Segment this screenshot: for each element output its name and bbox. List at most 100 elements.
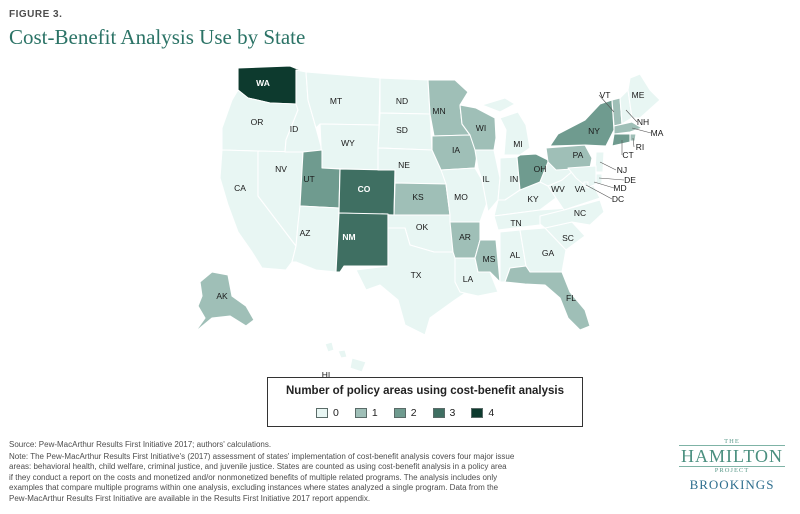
state-label-ok: OK [416, 222, 429, 232]
leader-dc [585, 184, 613, 200]
state-label-de: DE [624, 175, 636, 185]
state-label-nd: ND [396, 96, 408, 106]
logo-brookings: BROOKINGS [689, 477, 775, 492]
us-state-map: WA OR CA NV ID MT WY UT AZ CO NM ND SD NE KS OK TX MN IA MO… [194, 65, 664, 380]
legend-label-2: 2 [410, 407, 417, 419]
state-label-ms: MS [483, 254, 496, 264]
state-mt [305, 71, 381, 129]
state-ma [613, 121, 643, 135]
state-ny [549, 99, 615, 147]
state-label-az: AZ [300, 228, 311, 238]
legend-item-0: 0 [316, 407, 339, 419]
state-label-co: CO [358, 184, 371, 194]
state-il [474, 149, 501, 213]
state-az [291, 205, 340, 273]
state-label-tn: TN [510, 218, 521, 228]
note-text: Note: The Pew-MacArthur Results First In… [9, 452, 629, 504]
state-label-dc: DC [612, 194, 624, 204]
state-label-ky: KY [527, 194, 539, 204]
state-tx [355, 227, 471, 336]
state-label-nv: NV [275, 164, 287, 174]
state-label-ri: RI [636, 142, 645, 152]
state-label-ne: NE [398, 160, 410, 170]
state-label-wv: WV [551, 184, 565, 194]
state-label-ak: AK [216, 291, 228, 301]
state-nm [335, 212, 389, 273]
note-line-2: areas: behavioral health, child welfare,… [9, 462, 507, 472]
leader-de [598, 177, 625, 181]
state-nc [539, 199, 605, 229]
state-label-mi: MI [513, 139, 522, 149]
state-label-wa: WA [256, 78, 270, 88]
state-label-nc: NC [574, 208, 586, 218]
state-label-al: AL [510, 250, 521, 260]
leader-ma [631, 127, 652, 134]
legend-label-3: 3 [449, 407, 456, 419]
state-label-pa: PA [573, 150, 584, 160]
state-label-oh: OH [534, 164, 547, 174]
state-label-tx: TX [411, 270, 422, 280]
legend-label-4: 4 [488, 407, 495, 419]
state-label-fl: FL [566, 293, 576, 303]
state-label-ca: CA [234, 183, 246, 193]
state-label-nj: NJ [617, 165, 627, 175]
state-label-sd: SD [396, 125, 408, 135]
legend-swatch-4 [471, 408, 484, 418]
state-md [567, 165, 597, 189]
legend-label-1: 1 [371, 407, 378, 419]
leader-md [593, 181, 615, 189]
legend-item-3: 3 [432, 407, 456, 419]
legend-items: 0 1 2 3 4 [316, 407, 510, 419]
legend-item-1: 1 [354, 407, 378, 419]
state-label-hi: HI [322, 370, 331, 380]
state-label-id: ID [290, 124, 299, 134]
legend-item-2: 2 [393, 407, 417, 419]
leader-vt [598, 94, 615, 113]
state-hi [324, 341, 367, 373]
state-label-va: VA [575, 184, 586, 194]
figure-title: Cost-Benefit Analysis Use by State [9, 25, 306, 49]
state-label-me: ME [632, 90, 645, 100]
state-label-il: IL [482, 174, 489, 184]
leader-nj [599, 161, 617, 171]
state-ms [474, 239, 501, 283]
leader-ri [632, 137, 635, 148]
note-line-5: Pew-MacArthur Results First Initiative a… [9, 493, 371, 503]
legend-item-4: 4 [471, 407, 494, 419]
state-label-or: OR [251, 117, 264, 127]
note-line-3: if they conduct a report on the costs an… [9, 472, 498, 482]
state-label-ia: IA [452, 145, 460, 155]
legend-label-0: 0 [333, 407, 339, 419]
source-text: Source: Pew-MacArthur Results First Init… [9, 440, 272, 449]
legend-title: Number of policy areas using cost-benefi… [286, 385, 564, 397]
hamilton-brookings-logo: THE HAMILTON PROJECT BROOKINGS [668, 438, 796, 493]
state-label-ut: UT [303, 174, 314, 184]
note-line-4: examples that compare multiple programs … [9, 483, 499, 493]
state-nj [594, 151, 605, 173]
legend-swatch-2 [393, 408, 406, 418]
state-label-ma: MA [651, 128, 664, 138]
logo-hamilton: HAMILTON [678, 445, 785, 467]
state-label-mo: MO [454, 192, 468, 202]
note-line-1: Note: The Pew-MacArthur Results First In… [9, 452, 515, 461]
leader-nh [625, 109, 638, 123]
state-label-ga: GA [542, 248, 555, 258]
figure-label: FIGURE 3. [9, 9, 63, 20]
state-label-vt: VT [600, 90, 611, 100]
logo-the: THE [724, 438, 740, 445]
state-label-mn: MN [432, 106, 445, 116]
map-legend: Number of policy areas using cost-benefi… [267, 377, 583, 427]
state-label-ks: KS [412, 192, 424, 202]
state-fl [504, 265, 591, 331]
legend-swatch-3 [432, 408, 445, 418]
state-ak [194, 271, 255, 333]
state-de [595, 173, 603, 185]
legend-swatch-1 [354, 408, 367, 418]
state-label-in: IN [510, 174, 519, 184]
state-label-wy: WY [341, 138, 355, 148]
state-label-ar: AR [459, 232, 471, 242]
logo-project: PROJECT [714, 467, 750, 474]
state-ct [611, 133, 631, 147]
legend-swatch-0 [316, 408, 328, 418]
state-label-sc: SC [562, 233, 574, 243]
